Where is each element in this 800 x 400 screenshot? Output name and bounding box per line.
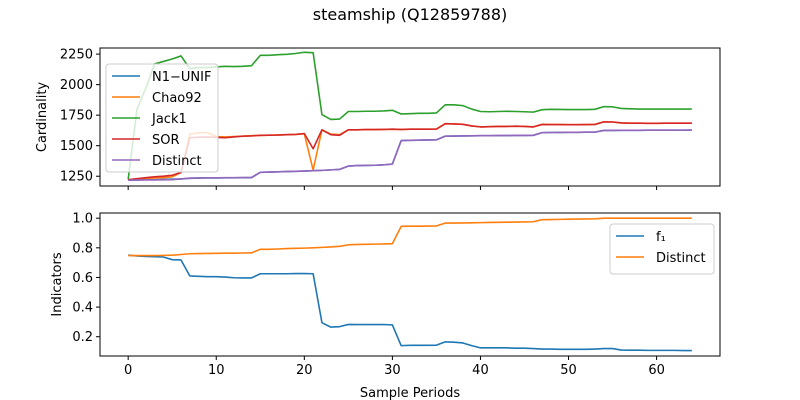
y-tick-label: 0.4 (72, 301, 93, 316)
series-line-distinct (128, 217, 692, 257)
legend-label: f₁ (656, 230, 666, 245)
y-tick-label: 0.8 (72, 241, 93, 256)
cardinality-panel: 1250 1500 1750 2000 2250 Cardinality N1−UNIF Ch… (35, 47, 721, 190)
series-line-jack1 (127, 51, 692, 180)
series-line-sor (128, 121, 692, 181)
y-tick-label: 2000 (60, 78, 93, 93)
legend-label: Distinct (656, 251, 706, 266)
chart-title: steamship (Q12859788) (313, 5, 508, 24)
series-line-f- (128, 254, 692, 352)
x-tick-label: 30 (384, 363, 401, 378)
y-tick-label: 0.2 (72, 330, 93, 345)
indicators-panel: 0 10 20 30 40 50 60 0.2 0.4 0.6 0.8 1.0 Indicators f₁… (50, 212, 721, 378)
y-tick-label: 2250 (60, 48, 93, 63)
y-tick-label: 1250 (60, 170, 93, 185)
x-axis-label: Sample Periods (360, 386, 460, 400)
legend-label: Distinct (152, 154, 202, 169)
legend: f₁ Distinct (609, 223, 715, 275)
legend-label: SOR (152, 133, 180, 148)
y-axis-label: Cardinality (35, 82, 50, 153)
x-tick-label: 60 (648, 363, 665, 378)
x-tick-label: 50 (560, 363, 577, 378)
y-tick-label: 1500 (60, 139, 93, 154)
axes-frame (99, 47, 721, 187)
axes-frame (99, 212, 721, 357)
x-tick-label: 40 (472, 363, 489, 378)
legend: N1−UNIF Chao92 Jack1 SOR Distinct (105, 63, 219, 173)
series-line-distinct (128, 129, 692, 181)
y-tick-label: 1750 (60, 109, 93, 124)
x-tick-label: 0 (124, 363, 132, 378)
legend-label: Chao92 (152, 91, 202, 106)
y-tick-label: 1.0 (72, 212, 93, 227)
x-tick-label: 10 (208, 363, 225, 378)
x-tick-label: 20 (296, 363, 313, 378)
y-axis-label: Indicators (50, 252, 65, 316)
y-tick-label: 0.6 (72, 271, 93, 286)
legend-label: N1−UNIF (152, 70, 211, 85)
legend-label: Jack1 (151, 112, 187, 127)
legend-box (105, 63, 219, 173)
